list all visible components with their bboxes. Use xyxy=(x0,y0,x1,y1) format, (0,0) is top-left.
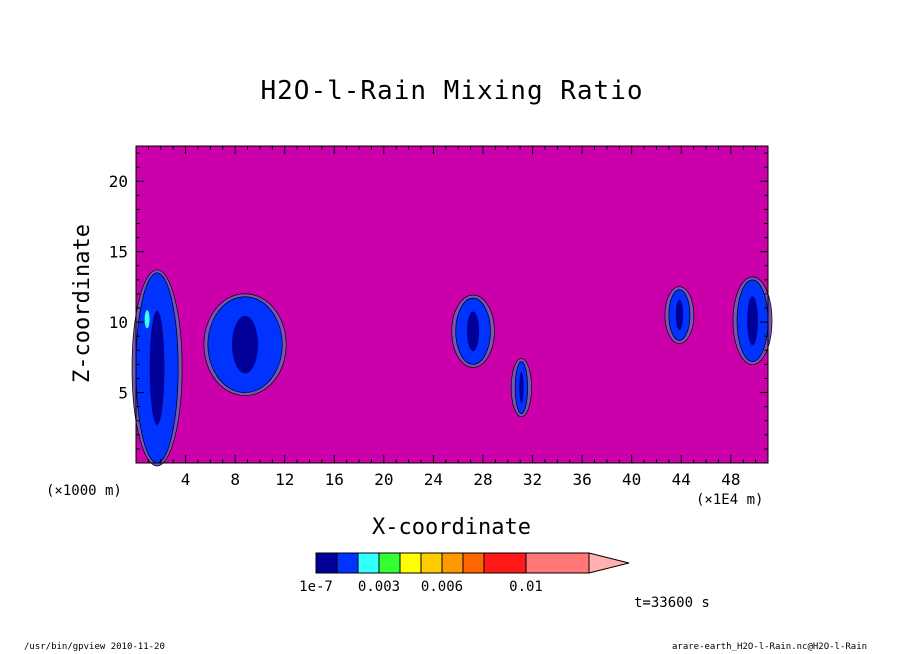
y-tick-label-15: 15 xyxy=(109,243,128,262)
y-tick-label-10: 10 xyxy=(109,313,128,332)
contour-feature-peak xyxy=(144,310,150,329)
x-tick-label-40: 40 xyxy=(622,470,641,489)
x-tick-label-28: 28 xyxy=(473,470,492,489)
y-axis: 5 10 15 20 xyxy=(109,152,768,450)
colorbar-level-2 xyxy=(357,552,380,574)
colorbar-level-6 xyxy=(441,552,464,574)
plot-frame xyxy=(135,145,769,464)
contour-feature-core-0 xyxy=(149,310,165,425)
contour-features xyxy=(131,269,773,467)
colorbar: 1e-7 0.003 0.006 0.01 xyxy=(299,552,630,595)
contour-feature-core-2 xyxy=(466,311,480,352)
y-tick-label-5: 5 xyxy=(118,384,128,403)
footer-right: arare-earth_H2O-l-Rain.nc@H2O-l-Rain xyxy=(672,642,868,652)
y-tick-label-20: 20 xyxy=(109,172,128,191)
colorbar-level-3 xyxy=(378,552,401,574)
x-tick-label-44: 44 xyxy=(672,470,691,489)
colorbar-level-9 xyxy=(525,552,590,574)
timestamp-label: t=33600 s xyxy=(634,595,710,611)
colorbar-level-5 xyxy=(420,552,443,574)
x-axis-unit-right: (×1E4 m) xyxy=(696,492,764,508)
x-tick-label-4: 4 xyxy=(181,470,191,489)
chart-title: H2O-l-Rain Mixing Ratio xyxy=(260,76,644,106)
colorbar-level-8 xyxy=(483,552,527,574)
colorbar-level-0 xyxy=(315,552,338,574)
x-tick-label-16: 16 xyxy=(325,470,344,489)
contour-feature-core-5 xyxy=(747,296,758,346)
colorbar-label-3: 0.01 xyxy=(509,579,543,595)
x-tick-label-20: 20 xyxy=(374,470,393,489)
contour-feature-core-1 xyxy=(232,315,259,374)
colorbar-level-4 xyxy=(399,552,422,574)
colorbar-level-7 xyxy=(462,552,485,574)
x-tick-label-12: 12 xyxy=(275,470,294,489)
colorbar-label-2: 0.006 xyxy=(421,579,463,595)
colorbar-label-0: 1e-7 xyxy=(299,579,333,595)
x-tick-label-48: 48 xyxy=(721,470,740,489)
x-axis-unit-left: (×1000 m) xyxy=(46,483,122,499)
x-axis: 4 8 12 16 20 24 28 32 36 40 44 48 xyxy=(147,146,757,489)
x-tick-label-8: 8 xyxy=(230,470,240,489)
y-axis-label: Z-coordinate xyxy=(70,224,95,383)
x-tick-label-36: 36 xyxy=(572,470,591,489)
x-tick-label-24: 24 xyxy=(424,470,443,489)
colorbar-level-1 xyxy=(336,552,359,574)
footer-left: /usr/bin/gpview 2010-11-20 xyxy=(24,642,165,652)
x-axis-label: X-coordinate xyxy=(372,515,531,540)
x-tick-label-32: 32 xyxy=(523,470,542,489)
contour-feature-core-4 xyxy=(675,299,684,331)
colorbar-extend-arrow xyxy=(588,552,630,574)
colorbar-label-1: 0.003 xyxy=(358,579,400,595)
contour-feature-core-3 xyxy=(519,371,524,404)
